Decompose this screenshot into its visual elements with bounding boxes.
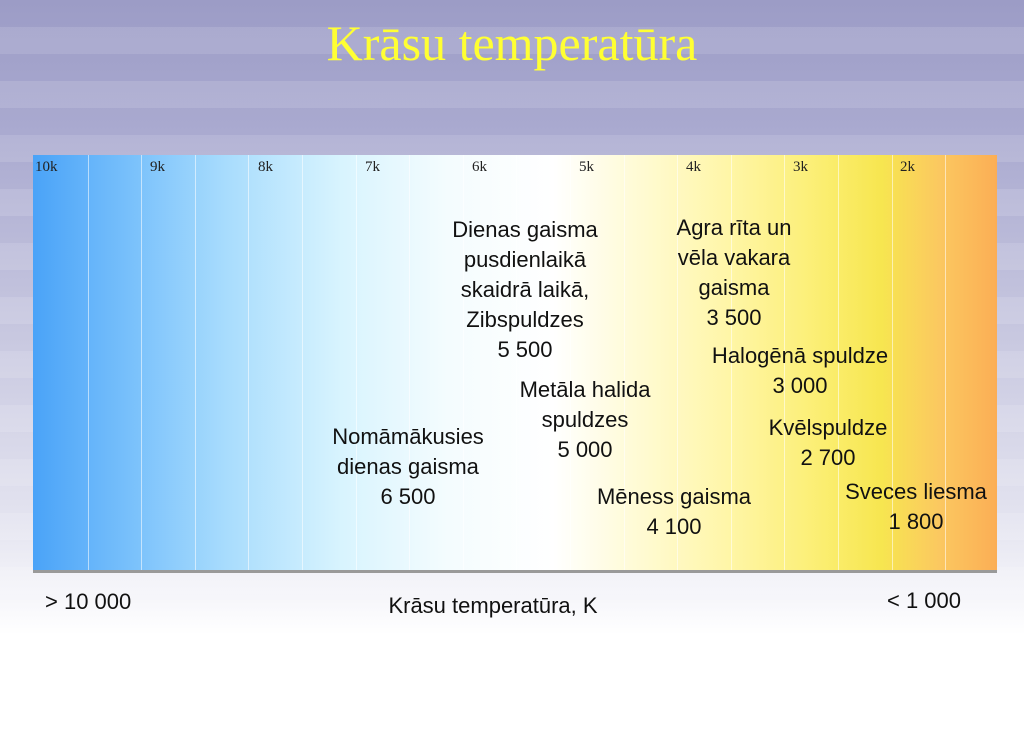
footer-left: > 10 000	[45, 589, 132, 614]
annotation-line: vēla vakara	[677, 245, 791, 270]
annotation: Nomāmākusies dienas gaisma 6 500	[332, 422, 484, 512]
annotation-line: 3 500	[706, 305, 762, 330]
annotation: Mēness gaisma 4 100	[597, 482, 751, 542]
divider	[570, 155, 571, 570]
divider	[462, 155, 464, 570]
annotation: Halogēnā spuldze 3 000	[712, 341, 888, 401]
divider	[623, 155, 625, 570]
divider	[784, 155, 786, 570]
footer-center: Krāsu temperatūra, K	[388, 593, 598, 618]
annotation-line: gaisma	[698, 275, 770, 300]
divider	[355, 155, 357, 570]
annotation-line: 6 500	[380, 484, 436, 509]
annotation-line: Zibspuldzes	[466, 307, 584, 332]
scale-label: 9k	[150, 159, 165, 175]
divider	[891, 155, 893, 570]
annotation-line: skaidrā laikā,	[460, 277, 590, 302]
annotation: Agra rīta un vēla vakara gaisma 3 500	[677, 213, 792, 333]
footer-right: < 1 000	[887, 588, 962, 613]
divider	[730, 155, 732, 570]
annotation-line: Halogēnā spuldze	[711, 343, 889, 368]
annotation-line: 3 000	[772, 373, 828, 398]
scale-label: 3k	[793, 159, 808, 175]
divider	[409, 155, 411, 570]
scale-label: 5k	[579, 159, 594, 175]
divider	[248, 155, 250, 570]
divider	[677, 155, 679, 570]
annotation-line: Mēness gaisma	[596, 484, 752, 509]
divider	[141, 155, 143, 570]
scale-label: 10k	[35, 159, 58, 175]
annotation-line: pusdienlaikā	[463, 247, 587, 272]
divider	[945, 155, 947, 570]
scale-label: 4k	[686, 159, 701, 175]
annotation-line: 4 100	[646, 514, 702, 539]
annotation-line: Metāla halida	[519, 377, 651, 402]
divider	[302, 155, 303, 570]
annotation-line: Nomāmākusies	[332, 424, 484, 449]
annotation-line: 5 500	[497, 337, 553, 362]
annotation-line: Kvēlspuldze	[768, 415, 888, 440]
annotation: Kvēlspuldze 2 700	[769, 413, 888, 473]
divider	[838, 155, 839, 570]
annotation: Metāla halida spuldzes 5 000	[520, 375, 651, 465]
temperature-gradient: 10k 9k 8k 7k 6k 5k 4k 3k 2k	[33, 155, 997, 573]
scale-label: 6k	[472, 159, 487, 175]
annotation: Sveces liesma 1 800	[845, 477, 987, 537]
scale-label: 8k	[258, 159, 273, 175]
annotation-line: Dienas gaisma	[452, 217, 598, 242]
scale-label: 7k	[365, 159, 380, 175]
annotation-line: 1 800	[888, 509, 944, 534]
annotation-line: 5 000	[557, 437, 613, 462]
scale-label: 2k	[900, 159, 915, 175]
divider	[516, 155, 518, 570]
title: Krāsu temperatūra	[326, 15, 698, 71]
annotation-line: Sveces liesma	[845, 479, 987, 504]
divider	[87, 155, 89, 570]
annotation-line: dienas gaisma	[337, 454, 479, 479]
annotation-line: spuldzes	[541, 407, 629, 432]
annotation-line: Agra rīta un	[676, 215, 792, 240]
annotation: Dienas gaisma pusdienlaikā skaidrā laikā, Z…	[452, 215, 598, 365]
annotation-line: 2 700	[800, 445, 856, 470]
divider	[194, 155, 196, 570]
